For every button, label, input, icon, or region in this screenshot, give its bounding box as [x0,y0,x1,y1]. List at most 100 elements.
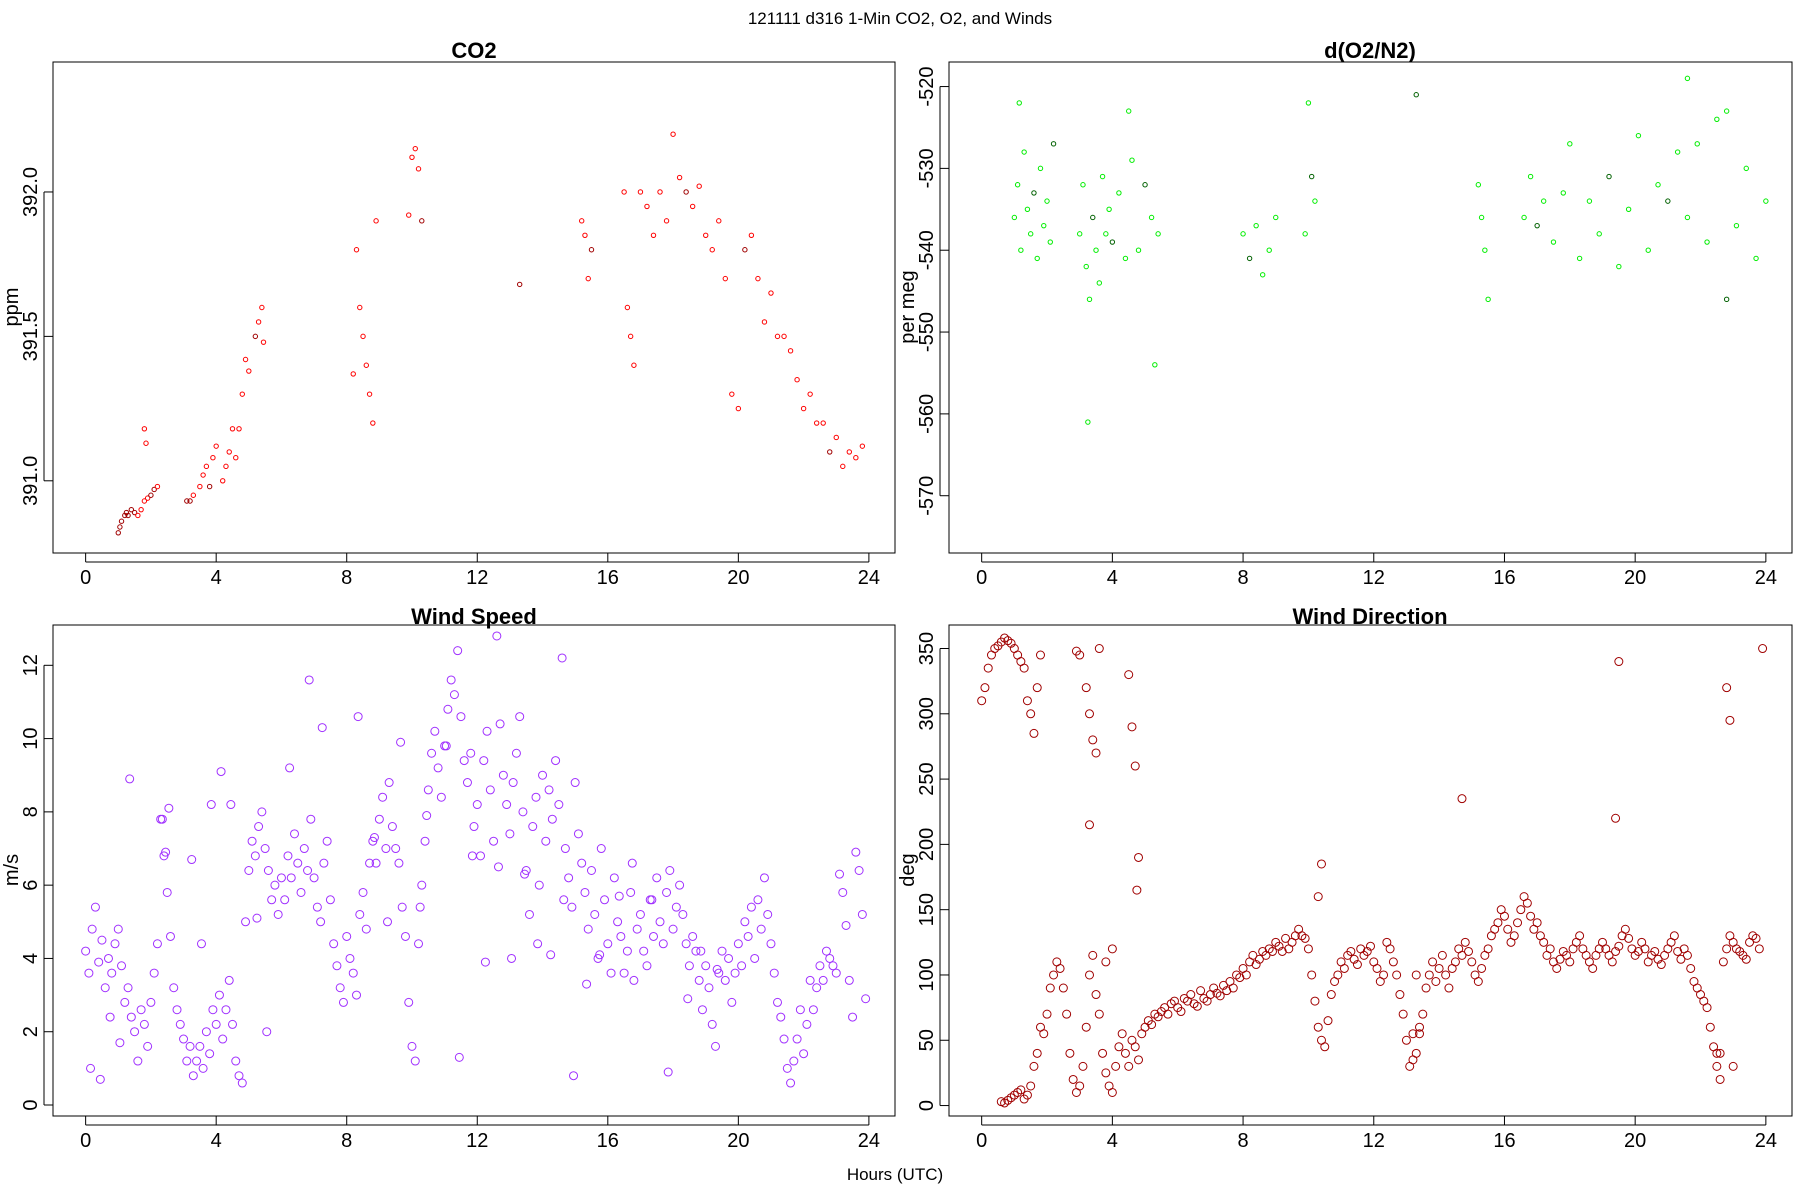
data-point-wind-speed [795,1005,805,1015]
data-point-wind-speed [250,851,260,861]
data-point-o2 [1099,173,1106,180]
data-point-wind-speed [582,979,592,989]
data-point-co2 [213,443,219,449]
data-point-wind-speed [400,931,410,941]
data-point-wind-speed [97,935,107,945]
data-point-wind-speed [763,909,773,919]
data-point-wind-direction [1189,999,1199,1009]
data-point-wind-direction [1754,944,1764,954]
data-point-wind-speed [196,939,206,949]
data-point-co2 [370,420,376,426]
data-point-wind-speed [211,1019,221,1029]
points-wind-speed [81,631,871,1088]
data-point-wind-direction [1395,990,1405,1000]
data-point-wind-direction [1186,990,1196,1000]
data-point-wind-direction [1101,957,1111,967]
data-point-wind-speed [381,844,391,854]
data-point-wind-speed [273,909,283,919]
data-point-wind-direction [1509,931,1519,941]
data-point-wind-speed [152,939,162,949]
data-point-wind-speed [613,917,623,927]
data-point-wind-direction [1477,963,1487,973]
data-point-wind-speed [508,778,518,788]
y-tick-label-co2-2: 392.0 [20,167,42,217]
data-point-co2 [373,218,379,224]
data-point-wind-speed [262,1027,272,1037]
data-point-wind-direction [1274,941,1284,951]
data-point-wind-direction [1013,1087,1023,1097]
data-point-wind-speed [528,822,538,832]
data-point-wind-direction [1101,1068,1111,1078]
data-point-wind-direction [1611,813,1621,823]
data-point-wind-speed [270,880,280,890]
x-tick-label-wind-speed-5: 20 [727,1130,749,1152]
data-point-wind-direction [1473,977,1483,986]
data-point-wind-speed [125,774,135,784]
data-point-wind-speed [117,961,127,971]
data-point-wind-direction [1166,999,1176,1009]
data-point-wind-speed [759,873,769,883]
data-point-o2 [1103,231,1109,237]
data-point-wind-direction [1026,1081,1036,1091]
data-point-wind-speed [531,792,541,802]
data-point-wind-speed [559,895,569,905]
data-point-wind-speed [293,858,303,868]
data-point-wind-direction [1114,1042,1124,1052]
data-point-wind-speed [192,1056,202,1066]
data-point-wind-speed [831,968,841,978]
y-tick-label-wind-direction-4: 200 [916,828,938,861]
data-point-wind-speed [139,1019,149,1029]
data-point-co2 [670,131,676,137]
data-point-co2 [683,189,689,195]
data-point-co2 [206,483,213,490]
plot-frame-co2 [52,61,896,554]
data-point-o2 [1021,149,1027,155]
data-point-wind-speed [319,858,329,868]
data-point-co2 [827,449,833,455]
data-point-wind-speed [205,1049,215,1059]
data-point-wind-direction [1611,946,1621,956]
data-point-wind-speed [635,909,645,919]
data-point-wind-direction [1366,941,1375,951]
data-point-wind-speed [234,1071,244,1081]
data-point-wind-speed [769,968,779,978]
data-point-wind-direction [1323,1016,1333,1026]
data-point-wind-speed [420,836,430,846]
data-point-wind-direction [1640,944,1650,954]
panel-title-wind-speed: Wind Speed [411,604,537,629]
data-point-wind-speed [353,712,363,722]
data-point-wind-speed [100,983,110,993]
data-point-wind-speed [241,917,251,927]
data-point-wind-speed [652,873,662,883]
data-point-wind-speed [185,1041,195,1051]
data-point-co2 [406,212,412,218]
data-point-co2 [148,492,154,498]
data-point-wind-direction [1415,1029,1425,1039]
data-point-o2 [1122,255,1129,262]
data-point-co2 [412,145,418,152]
data-point-wind-direction [1132,885,1142,895]
data-point-o2 [1044,198,1050,204]
data-point-co2 [236,426,242,432]
ylabel-wind-direction: deg [897,853,919,886]
x-tick-label-wind-direction-0: 0 [976,1130,987,1152]
data-point-wind-direction [1003,636,1013,646]
points-wind-direction [977,633,1768,1108]
data-point-wind-direction [1676,954,1686,964]
data-point-o2 [1305,100,1312,106]
data-point-wind-speed [480,957,490,967]
data-point-wind-speed [492,631,502,641]
y-tick-label-co2-0: 391.0 [20,456,42,506]
data-point-co2 [621,189,627,195]
data-point-wind-direction [1094,644,1104,654]
data-point-wind-speed [841,920,851,930]
data-point-wind-direction [1532,918,1542,928]
data-point-o2 [1093,247,1099,253]
data-point-wind-speed [712,964,722,974]
data-point-wind-speed [371,858,381,868]
data-point-wind-speed [668,924,678,934]
data-point-o2 [1482,247,1488,253]
y-tick-label-wind-speed-0: 0 [20,1099,42,1110]
data-point-wind-speed [675,880,685,890]
data-point-wind-speed [696,946,706,956]
